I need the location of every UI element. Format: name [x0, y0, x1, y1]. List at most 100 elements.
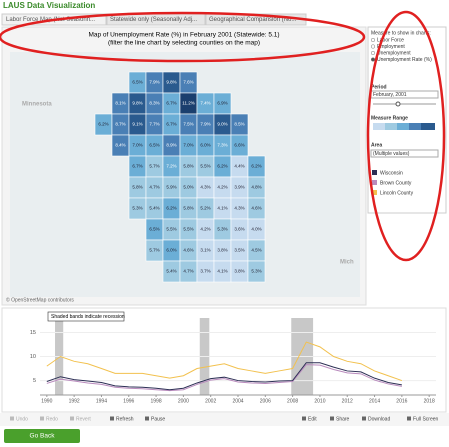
- county-label: 5.5%: [183, 227, 193, 232]
- toolbar-icon[interactable]: [40, 416, 44, 421]
- county-label: 5.5%: [200, 164, 210, 169]
- county-label: 9.1%: [132, 122, 142, 127]
- county-label: 6.2%: [166, 206, 176, 211]
- county-label: 6.6%: [234, 143, 244, 148]
- county-label: 7.0%: [183, 143, 193, 148]
- county-label: 6.9%: [217, 101, 227, 106]
- toolbar-icon[interactable]: [145, 416, 149, 421]
- county-label: 5.3%: [251, 269, 261, 274]
- x-tick-label: 1990: [41, 398, 52, 404]
- toolbar-icon[interactable]: [70, 416, 74, 421]
- county-label: 4.3%: [234, 206, 244, 211]
- button-label[interactable]: Go Back: [30, 433, 56, 440]
- toolbar-label[interactable]: Edit: [308, 416, 317, 422]
- county-label: 3.8%: [234, 269, 244, 274]
- toolbar-icon[interactable]: [330, 416, 334, 421]
- range-swatch: [385, 123, 397, 130]
- county-label: 4.2%: [200, 227, 210, 232]
- tab-label[interactable]: Geographical Comparision (No...: [209, 17, 297, 23]
- series-line: [46, 362, 402, 391]
- annotation: Shaded bands indicate recession: [51, 314, 125, 320]
- toolbar-icon[interactable]: [362, 416, 366, 421]
- county-label: 4.8%: [251, 185, 261, 190]
- county-label: 5.2%: [200, 206, 210, 211]
- toolbar-label[interactable]: Pause: [151, 416, 165, 422]
- radio-button[interactable]: [370, 50, 376, 56]
- toolbar-icon[interactable]: [10, 416, 14, 421]
- range-swatch: [373, 123, 385, 130]
- toolbar-label[interactable]: Refresh: [116, 416, 134, 422]
- county-label: 7.5%: [183, 122, 193, 127]
- app-title: LAUS Data Visualization: [3, 1, 95, 10]
- toolbar-label[interactable]: Redo: [46, 416, 58, 422]
- y-tick-label: 5: [33, 378, 36, 384]
- panel-heading: Measure to show in charts:: [371, 30, 431, 36]
- county-label: 4.2%: [217, 185, 227, 190]
- x-tick-label: 1992: [69, 398, 80, 404]
- y-tick-label: 10: [30, 354, 36, 360]
- county-label: 5.9%: [166, 185, 176, 190]
- go-back-button[interactable]: [4, 429, 80, 443]
- highlight-ellipse: [366, 10, 446, 262]
- radio-button[interactable]: [370, 57, 376, 62]
- county-label: 8.5%: [234, 122, 244, 127]
- chart-panel: [1, 307, 447, 413]
- county-label: 3.7%: [200, 269, 210, 274]
- toolbar-icon[interactable]: [110, 416, 114, 421]
- radio-label: Unemployment: [377, 50, 411, 56]
- county-label: 5.4%: [149, 206, 159, 211]
- county-label: 7.6%: [183, 80, 193, 85]
- county-label: 9.8%: [166, 80, 176, 85]
- county-label: 4.4%: [234, 164, 244, 169]
- tab-label[interactable]: Statewide only (Seasonally Adj...: [110, 17, 197, 23]
- radio-label: Employment: [377, 44, 405, 50]
- area-select[interactable]: [370, 149, 439, 158]
- toolbar-label[interactable]: Full Screen: [413, 416, 439, 422]
- county-label: 11.2%: [182, 101, 194, 106]
- county-label: 5.8%: [183, 164, 193, 169]
- county[interactable]: [247, 260, 266, 283]
- toolbar-label[interactable]: Revert: [76, 416, 91, 422]
- series-line: [46, 341, 403, 382]
- toolbar-label[interactable]: Download: [368, 416, 390, 422]
- toolbar-label[interactable]: Undo: [16, 416, 28, 422]
- legend-label: Wisconsin: [380, 170, 403, 176]
- range-swatch: [409, 123, 421, 130]
- legend-swatch: [372, 180, 377, 185]
- annotation-box: [47, 311, 125, 322]
- county-label: 9.0%: [217, 122, 227, 127]
- x-tick-label: 2006: [260, 398, 271, 404]
- county-label: 7.7%: [149, 122, 159, 127]
- x-tick-label: 1994: [96, 398, 107, 404]
- toolbar-label[interactable]: Share: [336, 416, 350, 422]
- county-label: 3.8%: [217, 248, 227, 253]
- x-tick-label: 2018: [424, 398, 435, 404]
- county-label: 7.3%: [217, 143, 227, 148]
- county-label: 5.7%: [149, 164, 159, 169]
- county-map: 6.5% 7.9% 9.8% 7.6% 8.1% 9.8% 8.3% 6.7% 11.2% 7.4…: [94, 71, 266, 283]
- legend-swatch: [372, 190, 377, 195]
- county-label: 3.1%: [200, 248, 210, 253]
- county-label: 7.0%: [132, 143, 142, 148]
- x-tick-label: 2000: [178, 398, 189, 404]
- toolbar-icon[interactable]: [302, 416, 306, 421]
- period-value: February, 2001: [373, 92, 407, 98]
- radio-button[interactable]: [370, 44, 376, 49]
- county-label: 9.8%: [132, 101, 142, 106]
- county-label: 8.7%: [115, 122, 125, 127]
- x-tick-label: 2008: [287, 398, 298, 404]
- legend-swatch: [372, 170, 377, 175]
- county-label: 5.3%: [132, 206, 142, 211]
- county-label: 3.5%: [234, 248, 244, 253]
- slider-handle[interactable]: [395, 101, 401, 107]
- legend-label: Lincoln County: [380, 190, 414, 196]
- toolbar-icon[interactable]: [407, 416, 411, 421]
- map-title: Map of Unemployment Rate (%) in February…: [88, 32, 279, 39]
- county-label: 8.3%: [149, 101, 159, 106]
- county-label: 7.4%: [200, 101, 210, 106]
- radio-button[interactable]: [370, 37, 376, 43]
- highlight-ellipse: [0, 11, 366, 63]
- range-swatch: [397, 123, 409, 130]
- county-label: 4.3%: [200, 185, 210, 190]
- county-label: 5.5%: [166, 227, 176, 232]
